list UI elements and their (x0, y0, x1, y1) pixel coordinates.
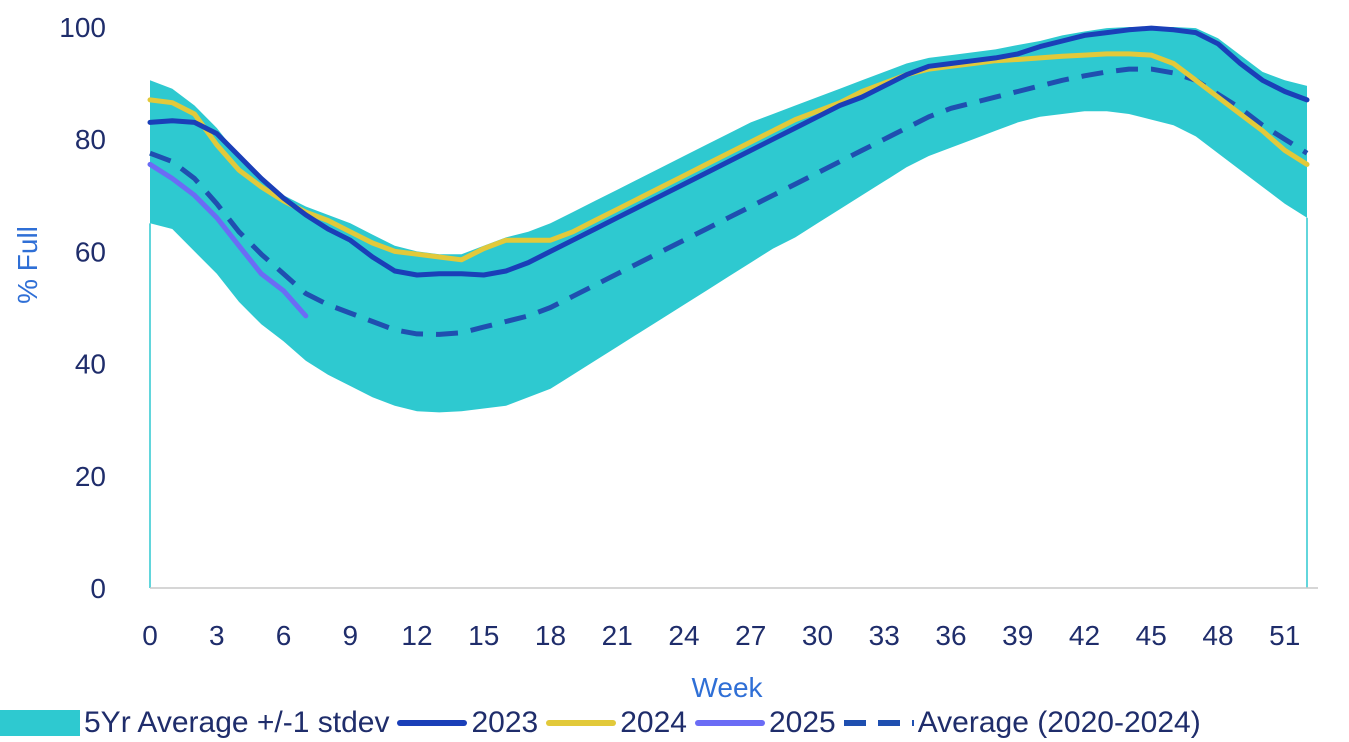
legend-swatch-2025 (694, 720, 765, 726)
legend-label-band: 5Yr Average +/-1 stdev (84, 706, 390, 739)
x-tick-label: 9 (342, 620, 358, 651)
x-tick-labels: 0 3 6 9 12 15 18 21 24 27 30 33 36 39 42 45 48 51 (142, 620, 1300, 651)
x-tick-label: 12 (401, 620, 432, 651)
x-tick-label: 21 (602, 620, 633, 651)
x-tick-label: 18 (535, 620, 566, 651)
x-tick-label: 24 (668, 620, 699, 651)
x-tick-label: 48 (1202, 620, 1233, 651)
x-tick-label: 3 (209, 620, 225, 651)
legend-item-average: Average (2020-2024) (843, 706, 1201, 740)
x-axis-title: Week (691, 672, 763, 703)
legend-swatch-2023 (397, 720, 468, 726)
x-tick-label: 36 (935, 620, 966, 651)
series-line-2023 (147, 25, 1310, 278)
legend-item-2023: 2023 (397, 706, 538, 740)
legend-label-average: Average (2020-2024) (917, 706, 1201, 739)
legend-swatch-2024 (546, 720, 617, 726)
x-tick-label: 45 (1136, 620, 1167, 651)
series-line-2024 (147, 51, 1310, 263)
y-tick-label: 0 (90, 573, 106, 604)
y-tick-label: 20 (75, 461, 106, 492)
legend-item-2025: 2025 (694, 706, 836, 740)
x-tick-label: 39 (1002, 620, 1033, 651)
x-tick-label: 30 (802, 620, 833, 651)
y-axis-title: % Full (12, 226, 43, 304)
x-tick-label: 0 (142, 620, 158, 651)
y-tick-label: 60 (75, 236, 106, 267)
y-tick-labels: 0 20 40 60 80 100 (59, 12, 106, 604)
series-layer (147, 25, 1310, 337)
y-tick-label: 80 (75, 124, 106, 155)
legend-swatch-band (0, 710, 80, 736)
band-layer (149, 27, 1308, 588)
legend: 5Yr Average +/-1 stdev 2023 2024 2025 Av… (0, 704, 1349, 742)
y-tick-label: 100 (59, 12, 106, 43)
x-tick-label: 33 (869, 620, 900, 651)
series-line-average-2020-2024 (149, 66, 1309, 337)
legend-item-2024: 2024 (546, 706, 687, 740)
legend-item-band: 5Yr Average +/-1 stdev (0, 706, 389, 740)
y-tick-label: 40 (75, 349, 106, 380)
legend-label-2023: 2023 (471, 706, 539, 739)
legend-label-2025: 2025 (768, 706, 836, 739)
series-line-2025 (147, 161, 309, 319)
x-tick-label: 42 (1069, 620, 1100, 651)
x-tick-label: 6 (276, 620, 292, 651)
legend-swatch-average (843, 720, 914, 726)
x-tick-label: 27 (735, 620, 766, 651)
legend-label-2024: 2024 (620, 706, 687, 739)
x-tick-label: 15 (468, 620, 499, 651)
x-tick-label: 51 (1269, 620, 1300, 651)
